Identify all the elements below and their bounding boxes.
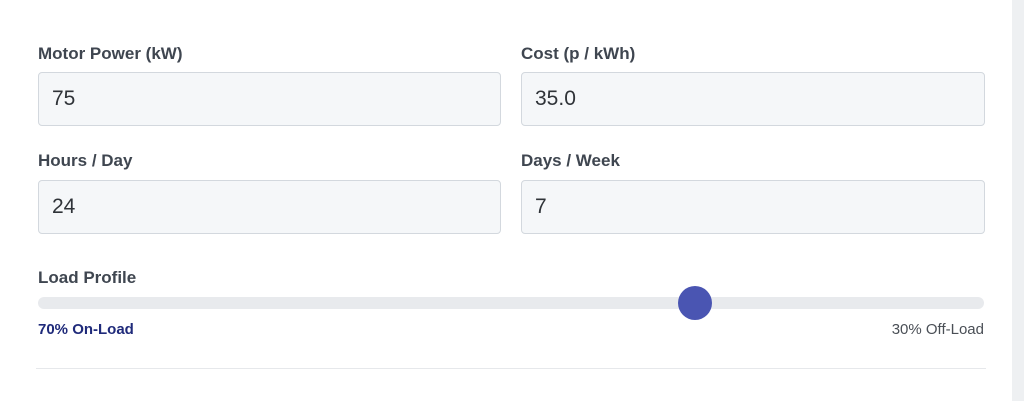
load-profile-slider-thumb[interactable]: [678, 286, 713, 320]
days-per-week-input[interactable]: [521, 180, 985, 234]
scrollbar-track: [1012, 0, 1024, 401]
slider-min-label: 70% On-Load: [38, 321, 134, 338]
cost-label: Cost (p / kWh): [521, 44, 636, 63]
cost-input[interactable]: [521, 72, 985, 126]
motor-power-input[interactable]: [38, 72, 501, 126]
hours-per-day-label: Hours / Day: [38, 151, 133, 170]
divider: [36, 368, 986, 369]
motor-power-label: Motor Power (kW): [38, 44, 183, 63]
hours-per-day-input[interactable]: [38, 180, 501, 234]
slider-max-label: 30% Off-Load: [891, 321, 984, 338]
days-per-week-label: Days / Week: [521, 151, 620, 170]
load-profile-slider-track[interactable]: [38, 297, 984, 309]
load-profile-label: Load Profile: [38, 268, 137, 287]
